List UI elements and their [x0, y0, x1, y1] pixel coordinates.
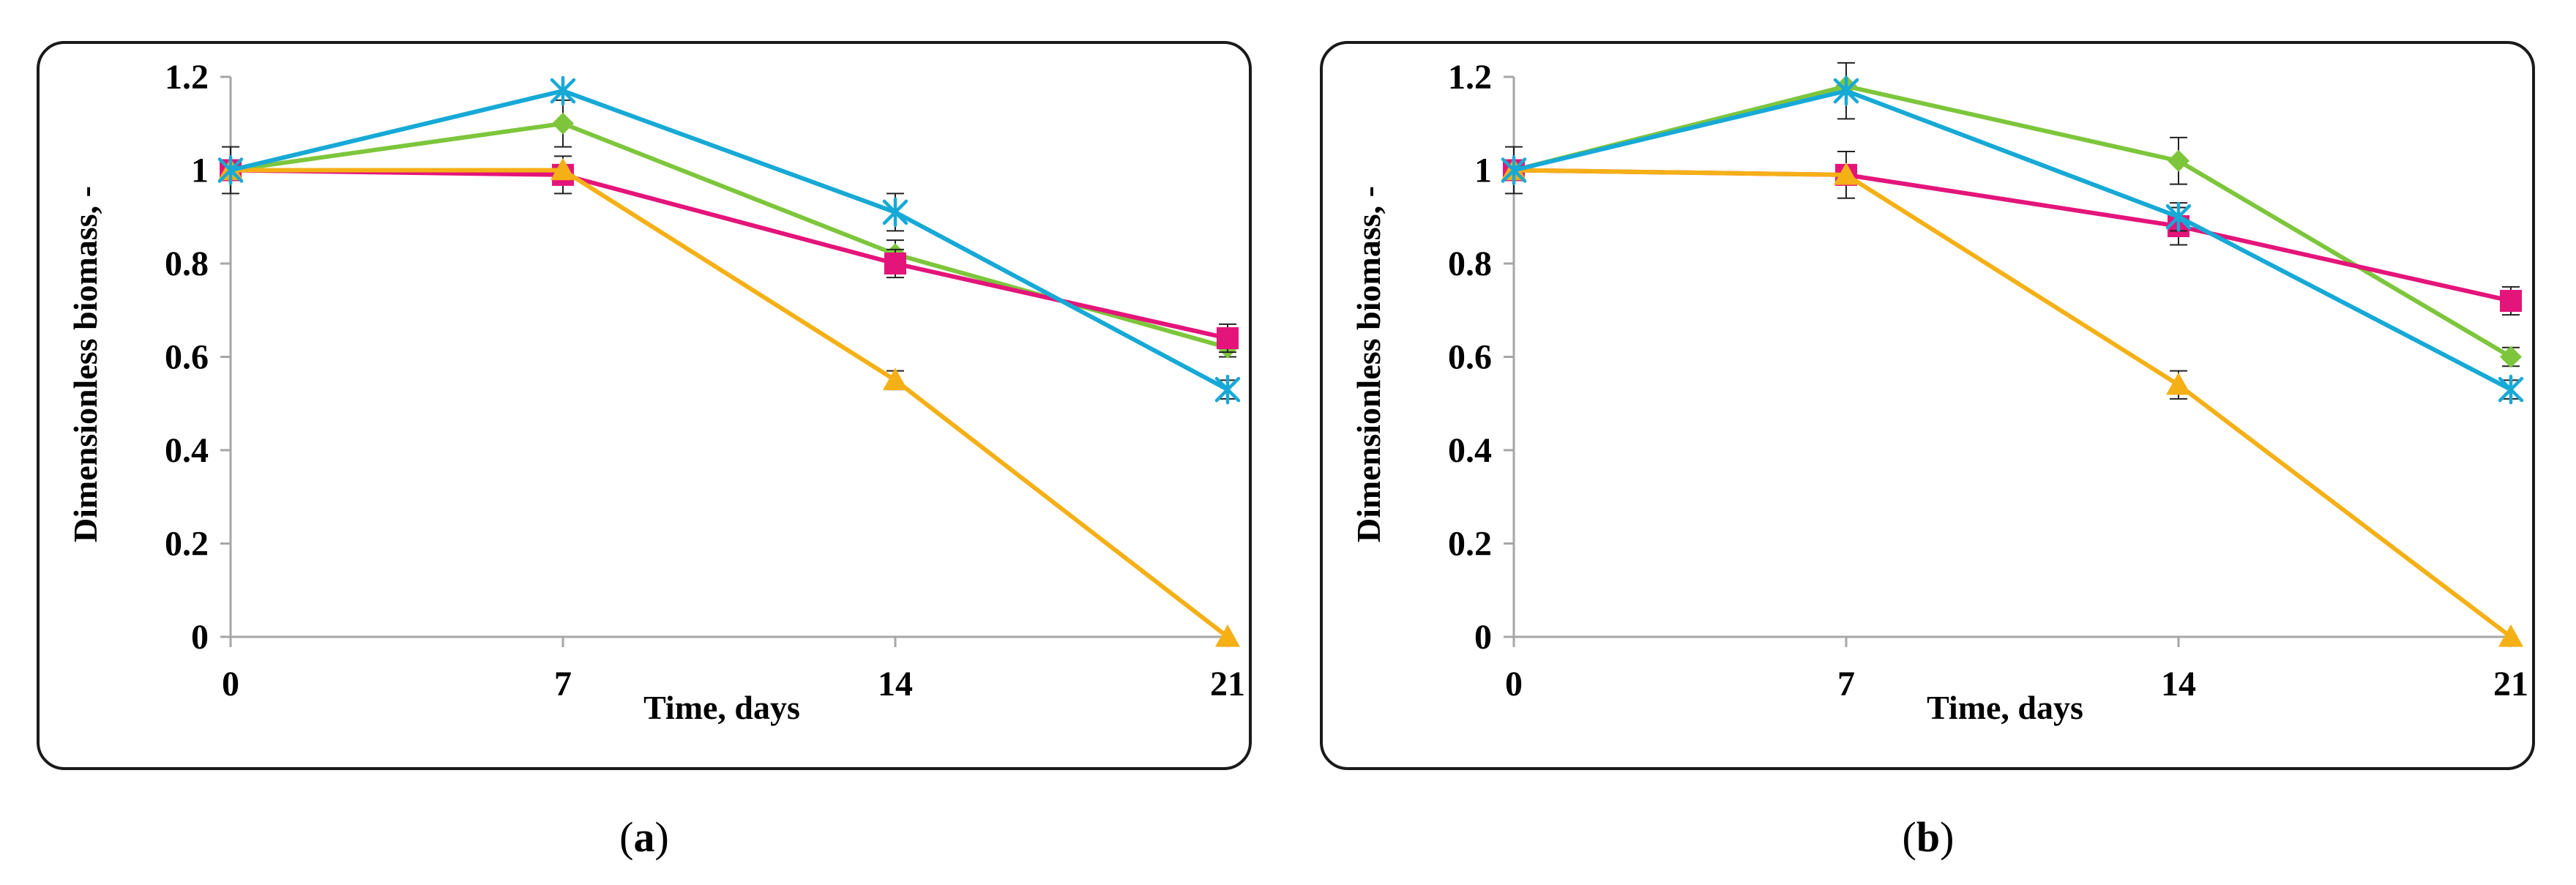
data-point-yellow — [1834, 162, 1859, 185]
data-point-yellow — [1215, 624, 1240, 647]
caption-a-open: ( — [619, 813, 634, 861]
y-tick-label: 0.4 — [165, 431, 209, 470]
series-line-yellow — [231, 168, 1229, 639]
data-point-cyan — [550, 75, 576, 106]
y-tick-label: 1.2 — [165, 58, 209, 97]
y-tick-label: 0.8 — [1448, 244, 1492, 283]
caption-b-open: ( — [1902, 813, 1916, 861]
data-point-green — [2168, 149, 2189, 172]
chart-panel-a: 0 0.2 0.4 0.6 0.8 1 1.2 0 7 14 21 Time, days Dimensi… — [37, 41, 1252, 770]
caption-b-letter: b — [1916, 813, 1941, 861]
data-point-cyan — [217, 155, 244, 185]
data-point-cyan — [1214, 374, 1241, 405]
series-line-yellow — [1513, 168, 2512, 639]
y-tick-label: 0 — [191, 618, 209, 657]
chart-panel-b: 0 0.2 0.4 0.6 0.8 1 1.2 0 7 14 21 Time, days Dimensi… — [1320, 41, 2535, 770]
y-tick-label: 0.6 — [1448, 338, 1492, 377]
data-point-cyan — [2498, 374, 2524, 405]
series-line-cyan — [1513, 89, 2512, 392]
y-tick-label: 0.6 — [165, 338, 209, 377]
data-point-yellow — [550, 157, 575, 181]
y-tick-label: 1 — [1474, 152, 1492, 190]
data-point-green — [2500, 346, 2522, 368]
y-tick-label: 0.4 — [1448, 431, 1492, 470]
data-point-magenta — [1217, 327, 1239, 349]
series-line-cyan — [230, 89, 1229, 392]
x-tick-label: 21 — [2493, 665, 2528, 703]
series-line-magenta — [230, 168, 1228, 340]
data-point-yellow — [883, 367, 908, 390]
y-axis-title: Dimensionless biomass, - — [67, 186, 104, 542]
y-tick-label: 1.2 — [1448, 58, 1492, 97]
caption-b-close: ) — [1940, 813, 1955, 861]
x-tick-label: 0 — [1505, 665, 1523, 703]
y-axis-title: Dimensionless biomass, - — [1350, 186, 1387, 542]
data-point-yellow — [2498, 624, 2523, 647]
y-tick-label: 0.8 — [165, 244, 209, 283]
data-point-green — [552, 112, 574, 135]
y-tick-label: 0.2 — [1448, 525, 1492, 564]
data-point-cyan — [1501, 155, 1527, 185]
y-tick-label: 1 — [191, 152, 209, 190]
y-tick-label: 0.2 — [165, 525, 209, 564]
data-point-cyan — [1833, 75, 1859, 106]
caption-a-letter: a — [633, 813, 655, 861]
caption-b: (b) — [1855, 813, 2001, 862]
y-tick-label: 0 — [1474, 618, 1492, 657]
chart-b-svg: 0 0.2 0.4 0.6 0.8 1 1.2 0 7 14 21 Time, days Dimensi… — [1350, 58, 2528, 726]
data-point-magenta — [884, 253, 906, 275]
x-axis-title: Time, days — [643, 689, 800, 726]
series-line-green — [230, 121, 1228, 350]
x-tick-label: 7 — [554, 665, 572, 703]
data-point-cyan — [2165, 202, 2192, 232]
data-point-yellow — [2166, 372, 2191, 395]
series-line-green — [1513, 83, 2512, 359]
x-axis-title: Time, days — [1927, 689, 2083, 726]
x-tick-label: 21 — [1210, 665, 1245, 703]
x-tick-label: 14 — [2161, 665, 2196, 703]
data-point-magenta — [2500, 290, 2522, 312]
x-tick-label: 0 — [222, 665, 239, 703]
data-point-cyan — [882, 197, 908, 228]
chart-a-svg: 0 0.2 0.4 0.6 0.8 1 1.2 0 7 14 21 Time, days Dimensi… — [67, 58, 1245, 726]
caption-a: (a) — [571, 813, 717, 862]
x-tick-label: 14 — [878, 665, 913, 703]
x-tick-label: 7 — [1837, 665, 1855, 703]
caption-a-close: ) — [654, 813, 669, 861]
